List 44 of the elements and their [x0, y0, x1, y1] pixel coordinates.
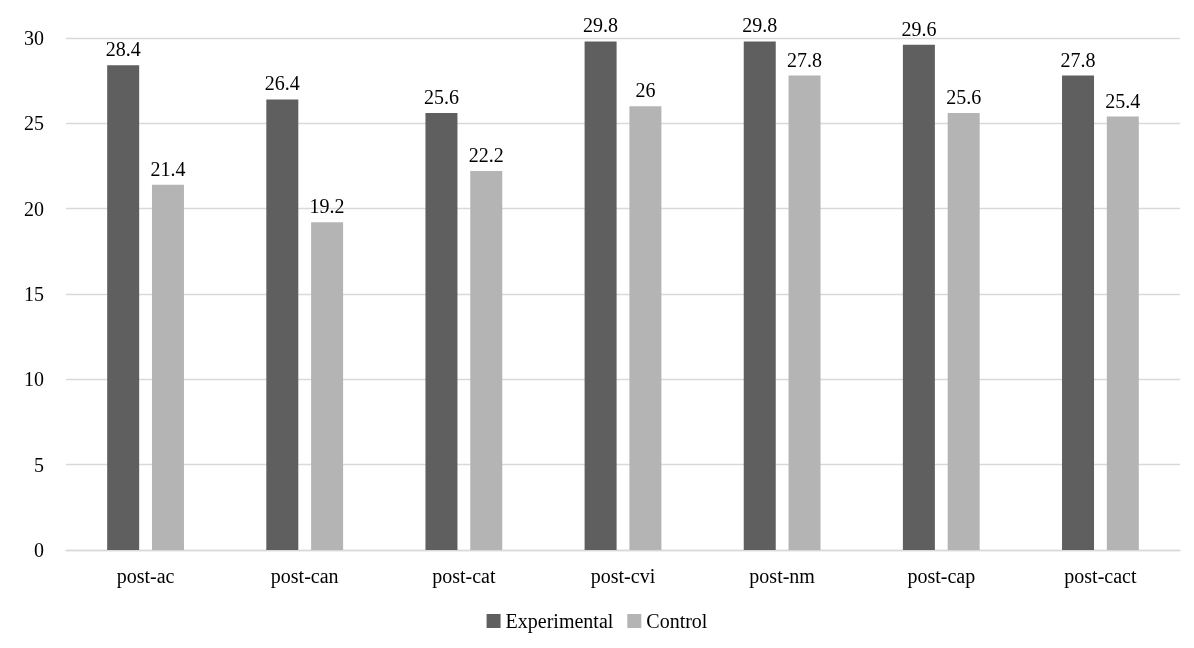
- bar: [1106, 116, 1139, 550]
- data-label: 27.8: [1060, 48, 1096, 71]
- data-label: 19.2: [309, 195, 345, 218]
- x-tick-label: post-nm: [749, 565, 816, 588]
- bar: [151, 184, 184, 550]
- x-tick-label: post-ac: [116, 565, 175, 588]
- data-label: 26: [635, 79, 656, 102]
- data-label: 25.4: [1105, 89, 1141, 112]
- y-tick-label: 30: [24, 27, 44, 49]
- y-tick-label: 10: [24, 368, 44, 391]
- bar: [266, 99, 299, 550]
- y-tick-label: 20: [24, 197, 44, 220]
- y-tick-label: 25: [24, 112, 44, 135]
- x-tick-label: post-cat: [432, 565, 496, 588]
- bar: [1062, 75, 1095, 550]
- x-tick-label: post-can: [270, 565, 339, 588]
- bar: [425, 113, 458, 550]
- bar: [947, 113, 980, 550]
- y-tick-label: 15: [24, 283, 44, 305]
- bar: [902, 44, 935, 550]
- data-label: 22.2: [468, 144, 504, 167]
- data-label: 21.4: [150, 157, 186, 180]
- bar: [584, 41, 617, 550]
- bar: [743, 41, 776, 550]
- y-tick-label: 5: [34, 453, 44, 476]
- bar: [629, 106, 662, 550]
- data-label: 29.8: [742, 14, 778, 37]
- x-tick-label: post-cact: [1064, 565, 1137, 588]
- legend-label: Control: [646, 610, 708, 632]
- x-tick-label: post-cap: [907, 565, 976, 588]
- data-label: 29.8: [583, 14, 619, 37]
- data-label: 26.4: [264, 72, 300, 95]
- data-label: 28.4: [105, 38, 141, 61]
- legend-label: Experimental: [505, 610, 614, 633]
- x-tick-label: post-cvi: [590, 565, 656, 588]
- data-label: 27.8: [787, 48, 823, 71]
- bar: [788, 75, 821, 550]
- data-label: 29.6: [901, 17, 937, 40]
- data-label: 25.6: [946, 86, 982, 109]
- bar: [311, 222, 344, 550]
- bar: [470, 171, 503, 550]
- y-tick-label: 0: [34, 539, 44, 561]
- data-label: 25.6: [423, 86, 459, 109]
- bar: [107, 65, 140, 550]
